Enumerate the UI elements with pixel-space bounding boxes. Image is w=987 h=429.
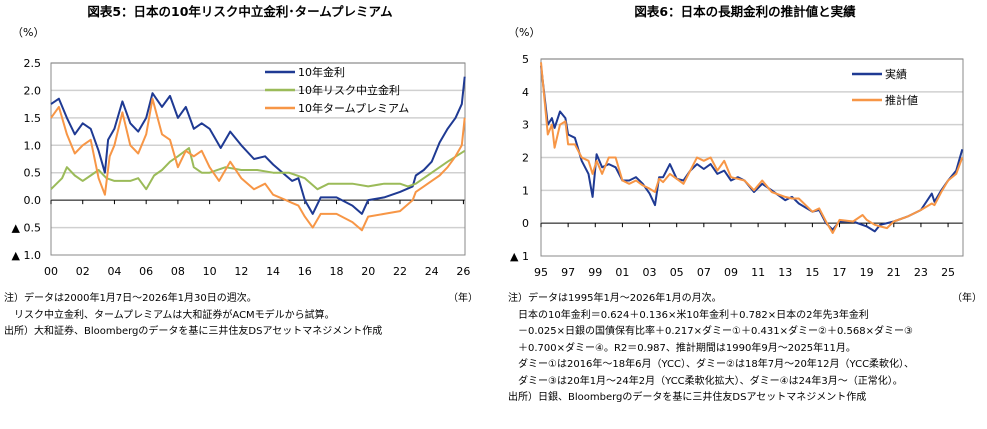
x-tick-label: 26 [456,265,470,278]
y-axis-unit: （%） [12,26,44,39]
note-line: 出所）日銀、Bloombergのデータを基に三井住友DSアセットマネジメント作成 [508,392,867,403]
legend-label: 10年タームプレミアム [298,101,409,115]
series-line-1 [540,65,964,233]
note-line: リスク中立金利、タームプレミアムは大和証券がACMモデルから試算。 [4,309,335,321]
x-tick-label: 18 [330,265,344,278]
note-line: ダミー③は20年1月～24年2月（YCC柔軟化拡大）、ダミー④は24年3月～（正… [508,375,903,387]
x-tick-label: 10 [203,265,217,278]
x-tick-label: 12 [234,265,248,278]
x-tick-label: 04 [107,265,121,278]
x-tick-label: 03 [643,266,657,279]
y-tick-label: 5 [522,53,529,66]
x-axis-unit-right: （年） [952,293,982,304]
x-tick-label: 99 [588,266,602,279]
plot-frame [50,62,466,256]
notes-right: 注）データは1995年1月～2026年1月の月次。 日本の10年金利＝0.624… [508,291,914,407]
x-tick-label: 19 [860,266,874,279]
x-tick-label: 13 [778,266,792,279]
x-tick-label: 97 [561,266,575,279]
y-tick-label: 0.0 [24,194,42,207]
note-line: ＋0.700×ダミー④。R2＝0.987、推計期間は1990年9月～2025年1… [508,342,856,354]
y-tick-label: 2 [522,152,529,165]
x-tick-label: 17 [833,266,847,279]
y-tick-label: 1.5 [24,112,42,125]
y-tick-label: 0.5 [24,167,42,180]
notes-left: 注）データは2000年1月7日～2026年1月30日の週次。 リスク中立金利、タ… [4,291,382,341]
legend-label: 10年金利 [298,65,345,79]
x-tick-label: 22 [393,265,407,278]
legend-label: 実績 [885,67,907,81]
x-tick-label: 24 [425,265,439,278]
x-tick-label: 06 [139,265,153,278]
legend-label: 10年リスク中立金利 [298,83,400,97]
x-tick-label: 16 [298,265,312,278]
note-line: －0.025×日銀の国債保有比率＋0.217×ダミー①＋0.431×ダミー②＋0… [508,326,913,337]
x-tick-label: 08 [171,265,185,278]
x-tick-label: 15 [805,266,819,279]
y-tick-label: ▲ 1.0 [12,249,41,262]
x-tick-label: 23 [914,266,928,279]
y-tick-label: 1 [522,184,529,197]
x-tick-label: 25 [941,266,955,279]
x-tick-label: 95 [534,266,548,279]
x-tick-label: 01 [615,266,629,279]
y-tick-label: 2.0 [24,84,42,97]
chart-title: 図表5：日本の10年リスク中立金利･タームプレミアム [87,4,393,19]
x-tick-label: 07 [697,266,711,279]
x-tick-label: 21 [887,266,901,279]
series-line-3 [50,97,466,232]
y-tick-label: ▲ 0.5 [12,222,41,235]
series-line-2 [540,62,964,234]
x-tick-label: 09 [724,266,738,279]
y-tick-label: 1.0 [24,139,42,152]
x-tick-label: 02 [76,265,90,278]
plot-frame [540,58,964,257]
note-line: 注）データは1995年1月～2026年1月の月次。 [508,293,722,304]
y-axis-unit: （%） [508,26,540,39]
series-line-2 [50,147,466,191]
legend-label: 推計値 [885,93,918,107]
note-line: 日本の10年金利＝0.624＋0.136×米10年金利＋0.782×日本の2年先… [508,309,869,321]
x-tick-label: 14 [266,265,280,278]
y-tick-label: 2.5 [24,57,42,70]
note-line: 注）データは2000年1月7日～2026年1月30日の週次。 [4,293,257,304]
chart-term-premium: 図表5：日本の10年リスク中立金利･タームプレミアム （%） 2.5 2.0 1.5… [12,4,471,278]
x-axis-unit-left: （年） [448,293,478,304]
chart-title: 図表6：日本の長期金利の推計値と実績 [634,4,856,19]
x-tick-label: 20 [361,265,375,278]
series-line-1 [50,76,466,215]
note-line: ダミー①は2016年～18年6月（YCC）、ダミー②は18年7月～20年12月（… [508,359,915,370]
y-tick-label: 3 [522,119,529,132]
x-tick-label: 00 [44,265,58,278]
note-line: 出所）大和証券、Bloombergのデータを基に三井住友DSアセットマネジメント… [4,326,383,337]
y-tick-label: 0 [522,217,529,230]
x-tick-label: 11 [751,266,765,279]
y-tick-label: ▲ 1 [510,250,529,263]
x-tick-label: 05 [670,266,684,279]
y-tick-label: 4 [522,86,529,99]
